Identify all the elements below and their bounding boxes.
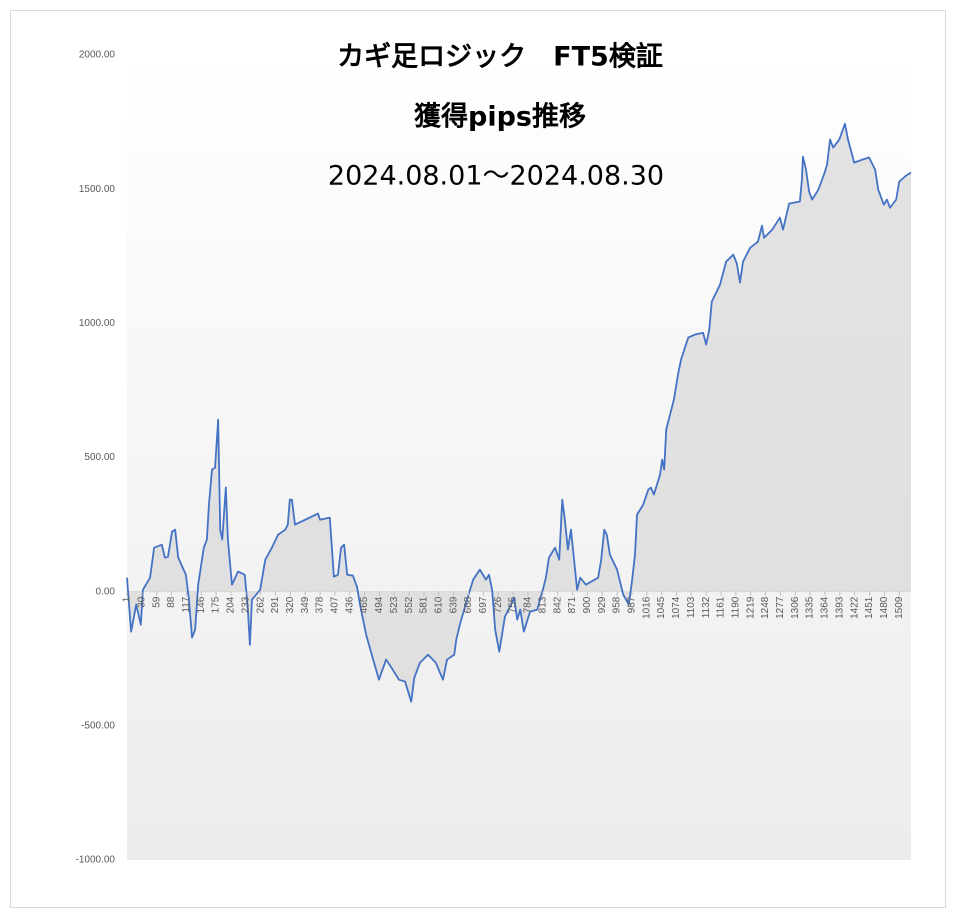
x-tick-label: 784: [523, 596, 534, 613]
x-tick-label: 726: [493, 596, 504, 613]
chart-subtitle: 獲得pips推移: [414, 102, 586, 133]
x-tick-label: 378: [315, 596, 326, 613]
y-tick-label: 500.00: [84, 452, 115, 463]
x-tick-label: 1306: [790, 596, 801, 619]
x-tick-label: 262: [255, 596, 266, 613]
x-tick-label: 842: [552, 596, 563, 613]
x-tick-label: 59: [151, 596, 162, 608]
x-tick-label: 320: [285, 596, 296, 613]
y-tick-label: 2000.00: [79, 50, 116, 61]
x-tick-label: 494: [374, 596, 385, 613]
x-tick-label: 1161: [716, 596, 727, 618]
x-tick-label: 1132: [701, 596, 712, 618]
x-tick-label: 88: [166, 596, 177, 608]
x-tick-label: 1335: [805, 596, 816, 619]
x-tick-label: 407: [330, 596, 341, 613]
y-tick-label: -500.00: [81, 720, 115, 731]
x-tick-label: 349: [300, 596, 311, 613]
area: [127, 123, 911, 702]
x-tick-label: 291: [270, 596, 281, 613]
y-tick-label: 0.00: [96, 586, 116, 597]
x-tick-label: 1: [122, 596, 133, 602]
x-tick-label: 552: [404, 596, 415, 613]
x-tick-label: 1451: [864, 596, 875, 619]
x-tick-label: 958: [612, 596, 623, 613]
x-tick-label: 1277: [775, 596, 786, 619]
x-tick-label: 1422: [849, 596, 860, 619]
x-tick-label: 900: [582, 596, 593, 613]
date-range: 2024.08.01～2024.08.30: [328, 161, 664, 192]
x-tick-label: 1103: [686, 596, 697, 618]
x-tick-label: 1219: [745, 596, 756, 619]
y-tick-label: 1500.00: [79, 184, 116, 195]
x-tick-label: 1248: [760, 596, 771, 619]
line: [126, 122, 912, 703]
x-tick-label: 668: [463, 596, 474, 613]
x-tick-label: 755: [508, 596, 519, 613]
x-tick-label: 465: [359, 596, 370, 613]
x-tick-label: 436: [344, 596, 355, 613]
x-tick-label: 1074: [671, 596, 682, 619]
x-tick-label: 30: [136, 596, 147, 608]
y-tick-label: 1000.00: [79, 318, 116, 329]
x-tick-label: 523: [389, 596, 400, 613]
y-tick-label: -1000.00: [76, 855, 116, 866]
x-tick-label: 1190: [731, 596, 742, 618]
x-tick-label: 175: [211, 596, 222, 613]
x-tick-label: 1016: [641, 596, 652, 619]
x-tick-label: 233: [240, 596, 251, 613]
x-tick-label: 146: [196, 596, 207, 613]
x-tick-label: 987: [627, 596, 638, 613]
x-tick-label: 639: [448, 596, 459, 613]
x-tick-label: 929: [597, 596, 608, 613]
x-tick-label: 813: [537, 596, 548, 613]
x-tick-label: 1045: [656, 596, 667, 619]
x-tick-label: 871: [567, 596, 578, 613]
x-tick-label: 1393: [834, 596, 845, 619]
x-tick-label: 581: [419, 596, 430, 613]
x-tick-label: 204: [226, 596, 237, 613]
x-tick-label: 117: [181, 596, 192, 612]
x-tick-label: 1509: [894, 596, 905, 619]
x-tick-label: 1364: [820, 596, 831, 619]
x-tick-label: 697: [478, 596, 489, 613]
x-tick-label: 610: [433, 596, 444, 613]
x-tick-label: 1480: [879, 596, 890, 619]
chart-title: カギ足ロジック FT5検証: [337, 41, 663, 73]
